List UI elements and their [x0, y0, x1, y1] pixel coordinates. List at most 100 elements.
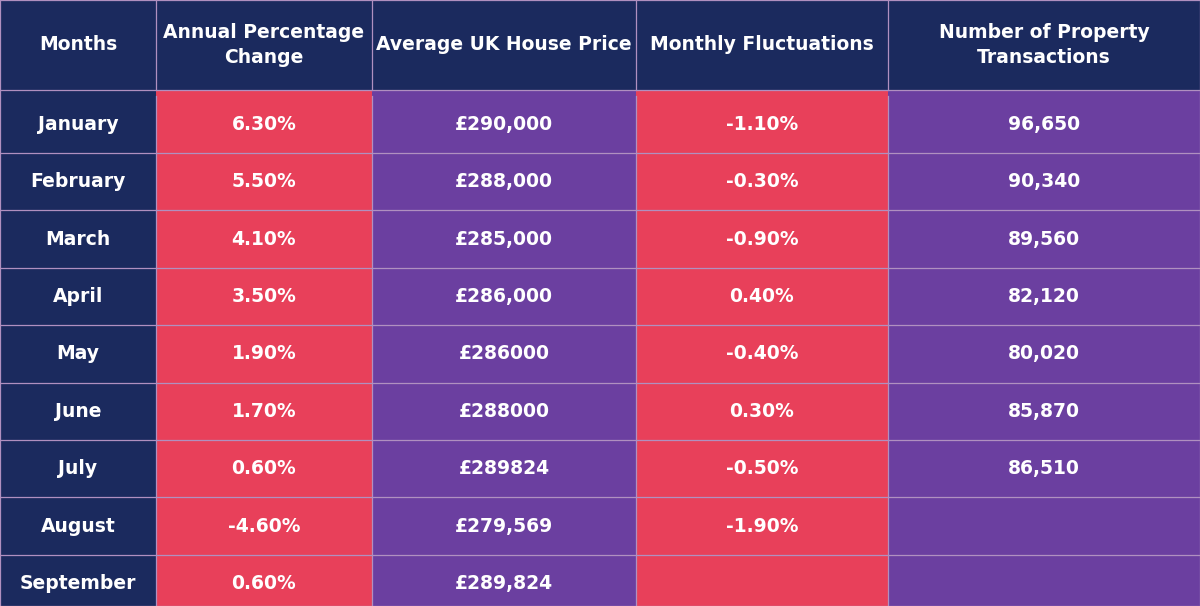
Text: £286000: £286000 — [458, 344, 550, 364]
Text: March: March — [46, 230, 110, 248]
Text: £279,569: £279,569 — [455, 516, 553, 536]
Text: 85,870: 85,870 — [1008, 402, 1080, 421]
Bar — [156, 210, 372, 268]
Bar — [156, 90, 372, 96]
Text: February: February — [30, 172, 126, 191]
Text: -0.50%: -0.50% — [726, 459, 798, 478]
Text: £290,000: £290,000 — [455, 115, 553, 134]
Bar — [636, 90, 888, 96]
Bar — [0, 440, 156, 498]
Bar — [636, 554, 888, 606]
Text: Average UK House Price: Average UK House Price — [376, 35, 632, 55]
Bar — [372, 96, 636, 153]
Text: £286,000: £286,000 — [455, 287, 553, 306]
Bar — [888, 554, 1200, 606]
Text: 4.10%: 4.10% — [232, 230, 296, 248]
Bar — [0, 498, 156, 554]
Bar — [888, 325, 1200, 382]
Bar — [156, 440, 372, 498]
Text: 1.90%: 1.90% — [232, 344, 296, 364]
Text: £289,824: £289,824 — [455, 574, 553, 593]
Text: -1.10%: -1.10% — [726, 115, 798, 134]
Bar — [372, 153, 636, 210]
Bar — [156, 96, 372, 153]
Text: 0.30%: 0.30% — [730, 402, 794, 421]
Text: January: January — [37, 115, 119, 134]
Bar — [372, 440, 636, 498]
Text: £288000: £288000 — [458, 402, 550, 421]
Bar — [888, 268, 1200, 325]
Bar — [0, 90, 156, 96]
Text: -4.60%: -4.60% — [228, 516, 300, 536]
Text: Months: Months — [38, 35, 118, 55]
Bar — [0, 325, 156, 382]
Bar — [636, 325, 888, 382]
Bar — [372, 210, 636, 268]
Text: July: July — [59, 459, 97, 478]
Text: 82,120: 82,120 — [1008, 287, 1080, 306]
Text: 90,340: 90,340 — [1008, 172, 1080, 191]
Bar — [636, 440, 888, 498]
Bar — [636, 210, 888, 268]
Text: 96,650: 96,650 — [1008, 115, 1080, 134]
Text: £285,000: £285,000 — [455, 230, 553, 248]
Text: September: September — [19, 574, 137, 593]
Bar — [156, 498, 372, 554]
Text: -1.90%: -1.90% — [726, 516, 798, 536]
Text: Number of Property
Transactions: Number of Property Transactions — [938, 23, 1150, 67]
Bar — [156, 0, 372, 90]
Bar — [0, 382, 156, 440]
Text: Annual Percentage
Change: Annual Percentage Change — [163, 23, 365, 67]
Bar — [888, 0, 1200, 90]
Bar — [888, 498, 1200, 554]
Bar — [0, 96, 156, 153]
Bar — [372, 0, 636, 90]
Bar — [372, 498, 636, 554]
Bar — [372, 325, 636, 382]
Bar — [888, 382, 1200, 440]
Bar — [372, 382, 636, 440]
Bar — [156, 382, 372, 440]
Bar — [636, 498, 888, 554]
Bar — [636, 382, 888, 440]
Text: 6.30%: 6.30% — [232, 115, 296, 134]
Text: £289824: £289824 — [458, 459, 550, 478]
Text: 0.60%: 0.60% — [232, 574, 296, 593]
Bar — [636, 0, 888, 90]
Bar — [372, 554, 636, 606]
Bar — [636, 268, 888, 325]
Bar — [156, 325, 372, 382]
Text: 0.40%: 0.40% — [730, 287, 794, 306]
Bar — [156, 554, 372, 606]
Bar — [888, 440, 1200, 498]
Bar — [0, 153, 156, 210]
Text: April: April — [53, 287, 103, 306]
Text: Monthly Fluctuations: Monthly Fluctuations — [650, 35, 874, 55]
Bar — [0, 0, 156, 90]
Text: May: May — [56, 344, 100, 364]
Bar — [636, 96, 888, 153]
Text: 86,510: 86,510 — [1008, 459, 1080, 478]
Text: 5.50%: 5.50% — [232, 172, 296, 191]
Text: -0.30%: -0.30% — [726, 172, 798, 191]
Bar — [888, 153, 1200, 210]
Bar — [156, 268, 372, 325]
Bar — [636, 153, 888, 210]
Text: -0.90%: -0.90% — [726, 230, 798, 248]
Text: June: June — [55, 402, 101, 421]
Bar — [372, 90, 636, 96]
Text: 3.50%: 3.50% — [232, 287, 296, 306]
Text: 89,560: 89,560 — [1008, 230, 1080, 248]
Bar — [888, 96, 1200, 153]
Text: 1.70%: 1.70% — [232, 402, 296, 421]
Text: £288,000: £288,000 — [455, 172, 553, 191]
Text: 0.60%: 0.60% — [232, 459, 296, 478]
Bar — [0, 210, 156, 268]
Text: August: August — [41, 516, 115, 536]
Bar — [156, 153, 372, 210]
Text: -0.40%: -0.40% — [726, 344, 798, 364]
Bar — [372, 268, 636, 325]
Bar — [0, 554, 156, 606]
Bar — [0, 268, 156, 325]
Bar — [888, 90, 1200, 96]
